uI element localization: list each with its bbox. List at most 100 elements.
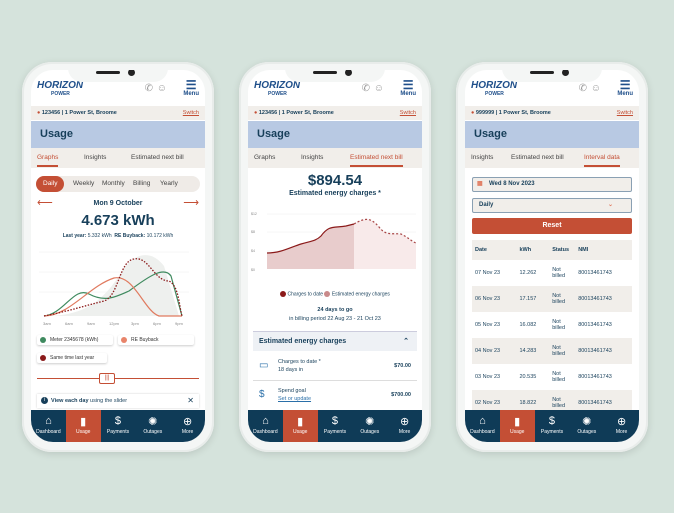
nav-outages[interactable]: ✺ Outages	[352, 410, 387, 442]
arrow-left-icon[interactable]: ⟵	[37, 197, 53, 209]
tab-insights[interactable]: Insights	[84, 154, 107, 161]
phone-icon[interactable]: ✆	[361, 83, 370, 94]
switch-link[interactable]: Switch	[399, 110, 416, 116]
charges-chart: $12 $8 $4 $0	[251, 212, 416, 272]
menu-label: Menu	[617, 91, 633, 97]
plus-circle-icon: ⊕	[182, 416, 193, 428]
date-cell: 05 Nov 23	[475, 322, 501, 328]
nav-more[interactable]: ⊕ More	[387, 410, 422, 442]
set-goal-link[interactable]: Set or update	[278, 396, 312, 402]
nav-payments[interactable]: $ Payments	[535, 410, 570, 442]
menu-label: Menu	[183, 91, 199, 97]
x-axis: 3am 6am 9am 12pm 3pm 6pm 9pm	[43, 321, 183, 326]
x-tick: 6pm	[153, 321, 161, 326]
plus-circle-icon: ⊕	[616, 416, 627, 428]
tab-interval-data[interactable]: Interval data	[584, 154, 620, 167]
row-value: $70.00	[394, 363, 411, 369]
address-bar: ● 123456 | 1 Power St, Broome Switch	[31, 106, 205, 120]
bar-chart-icon: ▮	[514, 416, 521, 428]
logo-sub: POWER	[268, 91, 287, 97]
nav-payments[interactable]: $ Payments	[318, 410, 353, 442]
info-banner: i View each day using the slider ✕	[37, 394, 199, 408]
chevron-up-icon[interactable]: ⌃	[403, 338, 409, 345]
horizon-power-logo[interactable]: HORIZON POWER	[37, 81, 83, 99]
address: 123456 | 1 Power St, Broome	[41, 110, 117, 116]
nav-dashboard[interactable]: ⌂ Dashboard	[248, 410, 283, 442]
x-tick: 6am	[65, 321, 73, 326]
nav-more[interactable]: ⊕ More	[604, 410, 639, 442]
tab-insights[interactable]: Insights	[471, 154, 494, 161]
status-cell: Not billed	[552, 319, 566, 331]
screen: HORIZON POWER ✆ ☺ ☰ Menu ● 999999 | 1 Powe…	[465, 70, 639, 442]
kwh-cell: 14.283	[516, 338, 550, 364]
nav-outages[interactable]: ✺ Outages	[569, 410, 604, 442]
date-cell: 07 Nov 23	[475, 270, 501, 276]
nav-label: More	[181, 429, 194, 435]
tab-estimated-next-bill[interactable]: Estimated next bill	[350, 154, 403, 167]
tab-insights[interactable]: Insights	[301, 154, 324, 161]
nav-more[interactable]: ⊕ More	[170, 410, 205, 442]
phone-icon[interactable]: ✆	[578, 83, 587, 94]
tab-graphs[interactable]: Graphs	[254, 154, 276, 161]
menu-button[interactable]: ☰ Menu	[400, 79, 416, 97]
nav-outages[interactable]: ✺ Outages	[135, 410, 170, 442]
nav-usage[interactable]: ▮ Usage	[282, 410, 318, 442]
nmi-cell: 80013461743	[575, 338, 632, 364]
user-icon[interactable]: ☺	[590, 83, 601, 94]
last-year-label: Last year:	[62, 233, 87, 239]
arrow-right-icon[interactable]: ⟶	[183, 197, 199, 209]
slider-handle[interactable]: |||	[99, 373, 115, 384]
legend-dot	[280, 291, 287, 297]
switch-link[interactable]: Switch	[182, 110, 199, 116]
panel-header[interactable]: Estimated energy charges ⌃	[253, 331, 417, 351]
logo-text: HORIZON	[471, 80, 518, 91]
nav-label: Outages	[577, 429, 597, 435]
date-cell: 03 Nov 23	[475, 374, 501, 380]
nav-label: More	[615, 429, 628, 435]
nav-label: Payments	[106, 429, 130, 435]
user-icon[interactable]: ☺	[373, 83, 384, 94]
table-row: 05 Nov 23 16.082 Not billed 80013461743	[472, 312, 632, 338]
home-icon: ⌂	[479, 415, 486, 427]
nmi-cell: 80013461743	[578, 322, 612, 328]
date-input[interactable]: ▦ Wed 8 Nov 2023	[472, 177, 632, 192]
status-cell: Not billed	[552, 371, 566, 383]
menu-button[interactable]: ☰ Menu	[617, 79, 633, 97]
period-daily[interactable]: Daily	[36, 176, 65, 192]
last-year-value: 5.332 kWh	[87, 233, 112, 239]
legend-meter[interactable]: Meter 2345678 (kWh)	[37, 335, 113, 345]
legend-buyback[interactable]: RE Buyback	[118, 335, 194, 345]
period-monthly[interactable]: Monthly	[102, 180, 125, 187]
bottom-nav: ⌂ Dashboard ▮ Usage $ Payments ✺ Outages ⊕ Mo…	[248, 410, 422, 442]
legend-last-year[interactable]: Same time last year	[37, 353, 107, 363]
screen: HORIZON POWER ✆ ☺ ☰ Menu ● 123456 | 1 Powe…	[248, 70, 422, 442]
close-icon[interactable]: ✕	[187, 396, 194, 405]
menu-button[interactable]: ☰ Menu	[183, 79, 199, 97]
reset-button[interactable]: Reset	[472, 218, 632, 234]
tab-graphs[interactable]: Graphs	[37, 154, 59, 167]
period-billing[interactable]: Billing	[133, 180, 151, 187]
period-yearly[interactable]: Yearly	[160, 180, 178, 187]
buyback-series	[43, 277, 182, 317]
table-row: 06 Nov 23 17.157 Not billed 80013461743	[472, 286, 632, 312]
slider-track[interactable]	[37, 378, 199, 379]
tab-estimated-next-bill[interactable]: Estimated next bill	[131, 154, 184, 161]
nav-usage[interactable]: ▮ Usage	[499, 410, 535, 442]
bottom-nav: ⌂ Dashboard ▮ Usage $ Payments ✺ Outages ⊕ Mo…	[31, 410, 205, 442]
nav-payments[interactable]: $ Payments	[101, 410, 136, 442]
nav-label: Outages	[143, 429, 163, 435]
horizon-power-logo[interactable]: HORIZON POWER	[254, 81, 300, 99]
billing-period: in billing period 22 Aug 23 - 21 Oct 23	[289, 316, 381, 322]
nav-dashboard[interactable]: ⌂ Dashboard	[31, 410, 66, 442]
tab-estimated-next-bill[interactable]: Estimated next bill	[511, 154, 564, 161]
nav-usage[interactable]: ▮ Usage	[65, 410, 101, 442]
switch-link[interactable]: Switch	[616, 110, 633, 116]
nav-dashboard[interactable]: ⌂ Dashboard	[465, 410, 500, 442]
horizon-power-logo[interactable]: HORIZON POWER	[471, 81, 517, 99]
column-header: kWh	[519, 247, 532, 253]
phone-icon[interactable]: ✆	[144, 83, 153, 94]
interval-select[interactable]: Daily ⌄	[472, 198, 632, 213]
user-icon[interactable]: ☺	[156, 83, 167, 94]
kwh-cell: 17.157	[516, 286, 550, 312]
period-weekly[interactable]: Weekly	[73, 180, 95, 187]
